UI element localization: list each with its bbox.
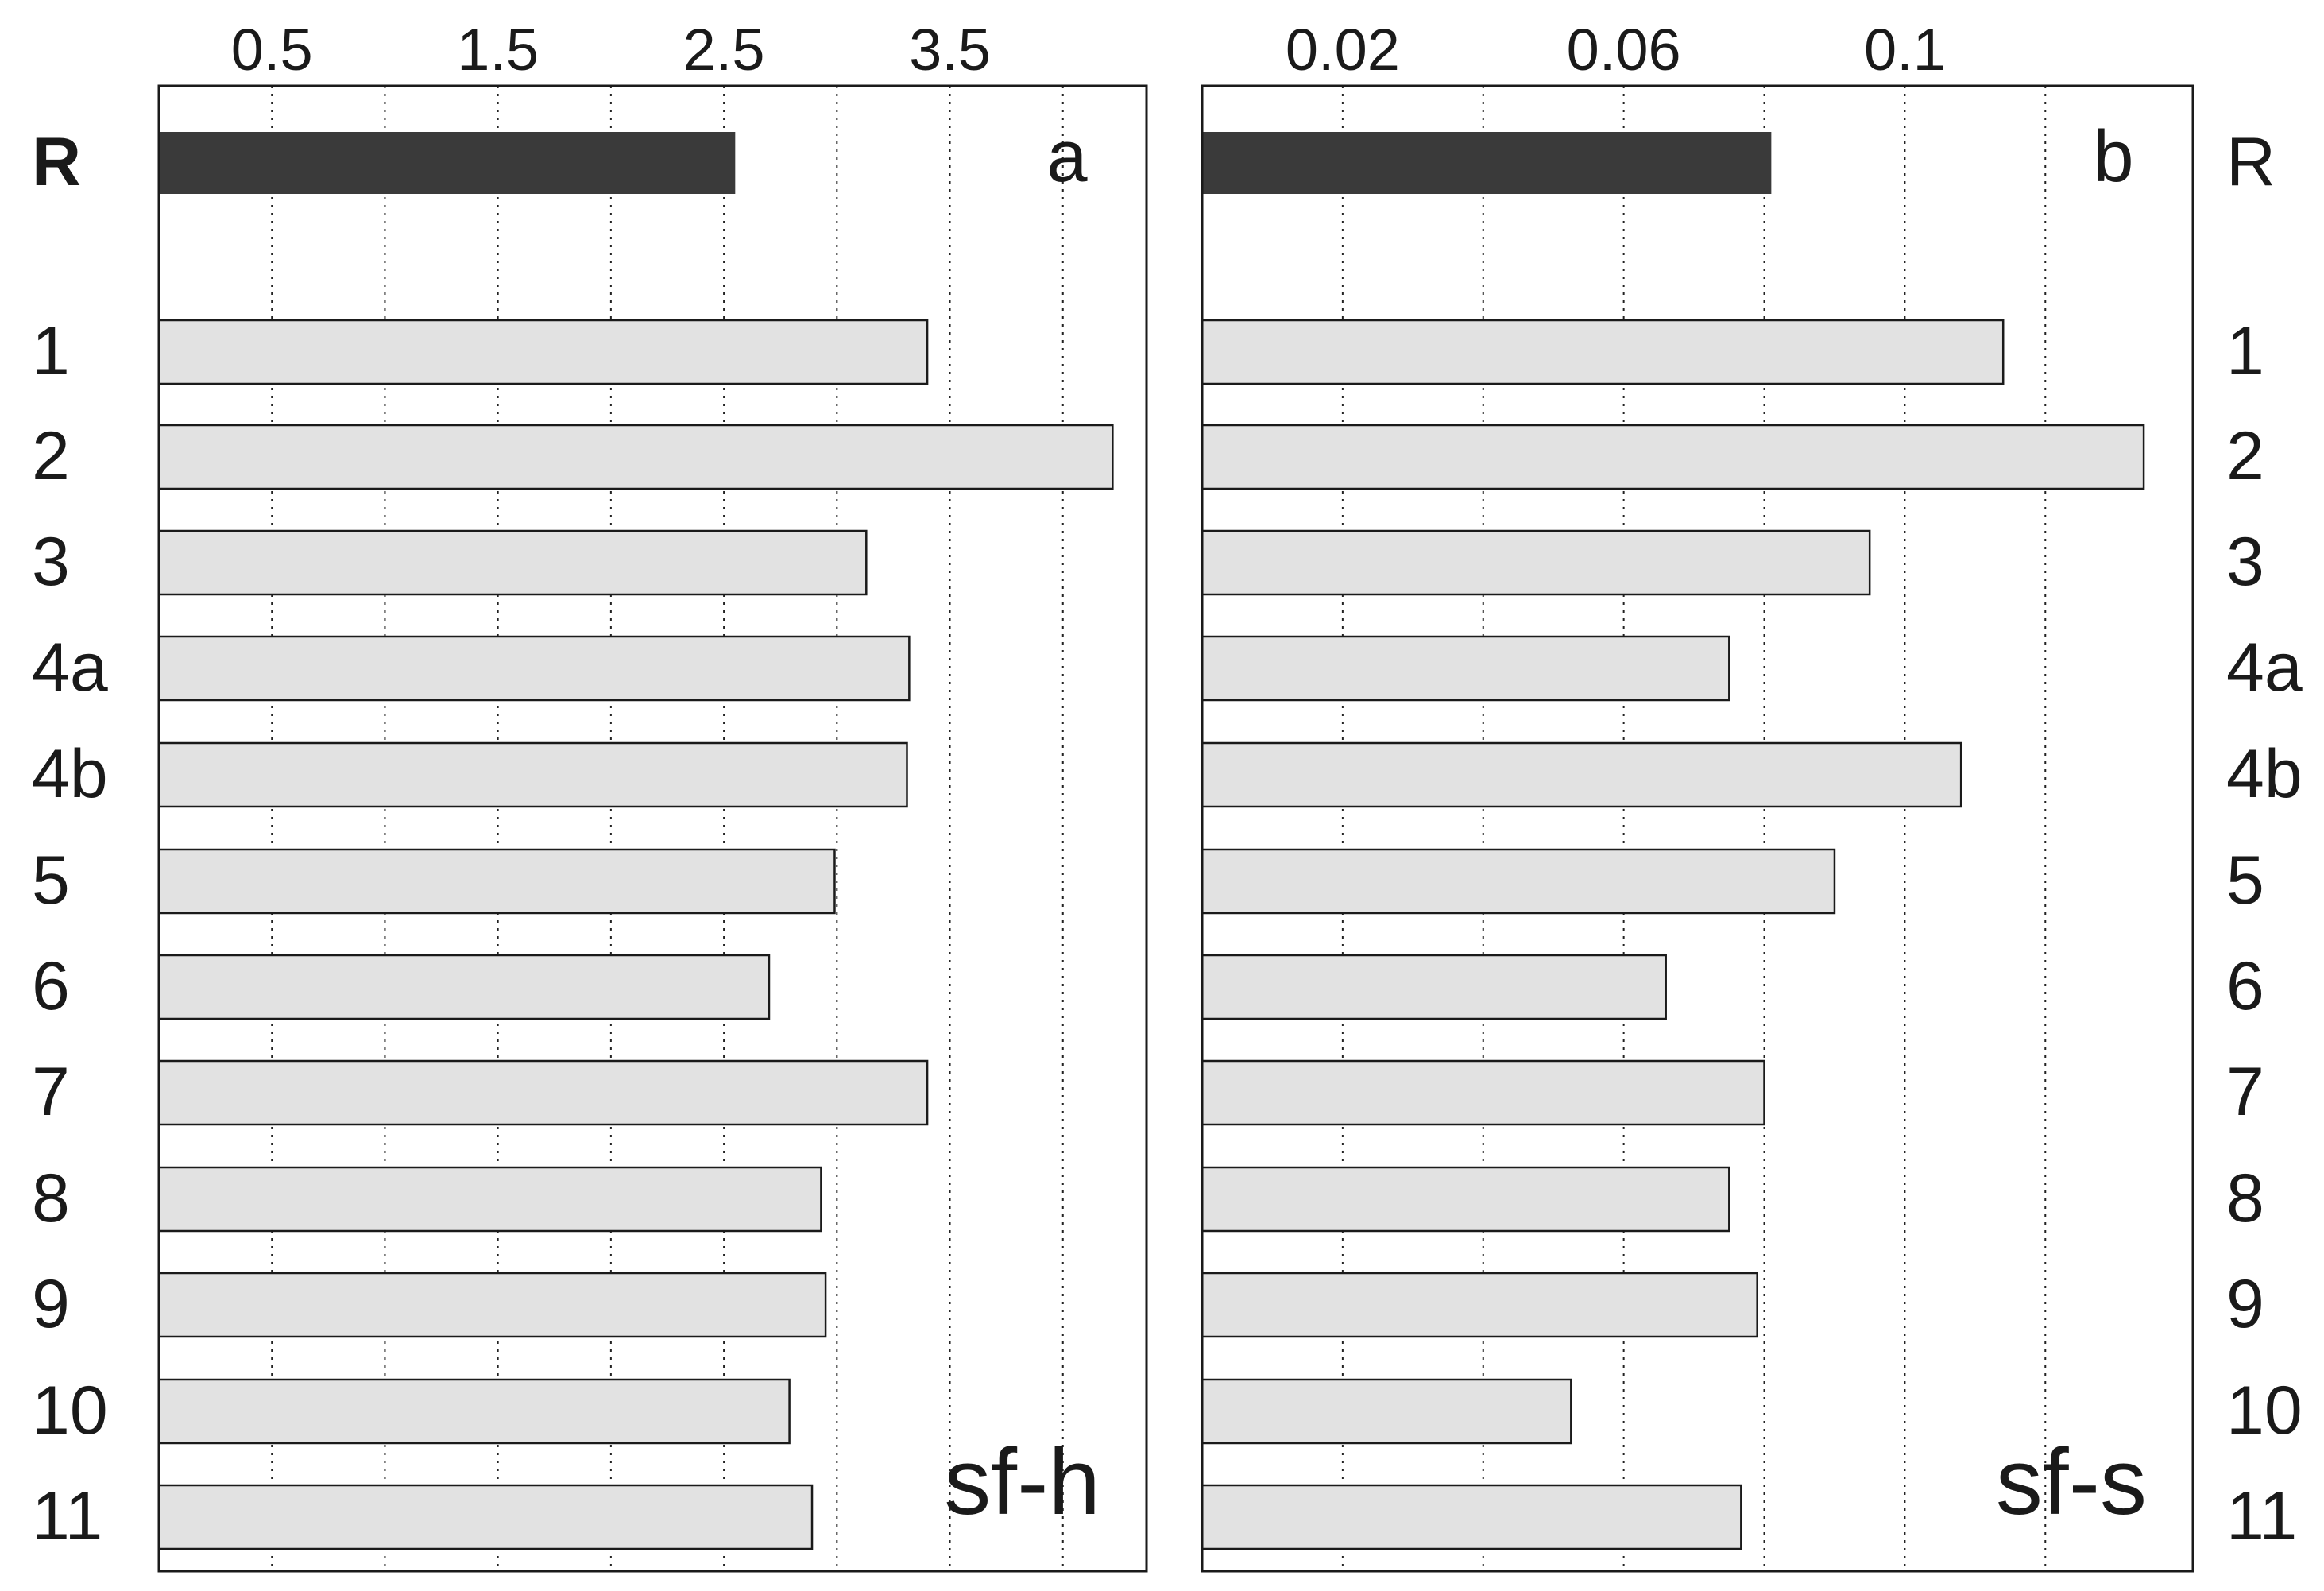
category-label: 10 xyxy=(2226,1372,2303,1449)
bar-3 xyxy=(1201,529,1871,596)
corner-label: sf-h xyxy=(944,1430,1100,1535)
bar-highlight-R xyxy=(159,132,736,194)
bar-7 xyxy=(1201,1059,1765,1126)
category-label: R xyxy=(32,124,81,200)
bar-3 xyxy=(157,529,868,596)
bar-4a xyxy=(1201,635,1730,702)
x-tick-label: 2.5 xyxy=(683,17,765,83)
category-label: 7 xyxy=(32,1054,70,1130)
x-tick-label: 0.1 xyxy=(1864,17,1946,83)
panel-a: 0.5 1.5 2.5 3.5 R 1 2 3 4a 4b 5 6 7 8 9 10 11 a sf-h xyxy=(32,17,1148,1573)
bar-8 xyxy=(1201,1166,1730,1233)
category-label: 5 xyxy=(32,842,70,919)
panel-label: b xyxy=(2093,116,2133,197)
category-label: 9 xyxy=(2226,1266,2264,1342)
bar-5 xyxy=(1201,848,1836,915)
bar-8 xyxy=(157,1166,822,1233)
category-label: 4a xyxy=(32,629,108,706)
category-label: 4b xyxy=(32,736,108,812)
bar-2 xyxy=(1201,424,2145,490)
corner-label: sf-s xyxy=(1996,1430,2147,1535)
category-label: 11 xyxy=(2226,1478,2297,1554)
bar-highlight-R xyxy=(1202,132,1772,194)
panel-label: a xyxy=(1046,116,1088,197)
x-tick-label: 3.5 xyxy=(909,17,991,83)
category-label: 11 xyxy=(32,1478,102,1554)
category-label: 4b xyxy=(2226,736,2303,812)
category-label: 1 xyxy=(2226,313,2264,389)
bar-2 xyxy=(157,424,1114,490)
bar-9 xyxy=(157,1272,827,1338)
bar-6 xyxy=(157,954,771,1020)
bar-4b xyxy=(157,741,908,808)
category-label: 6 xyxy=(2226,948,2264,1024)
bar-4b xyxy=(1201,741,1962,808)
plot-frame xyxy=(1201,84,2194,1573)
category-label: 10 xyxy=(32,1372,108,1449)
category-label: R xyxy=(2226,124,2276,200)
bar-7 xyxy=(157,1059,929,1126)
bar-1 xyxy=(1201,319,2005,385)
category-label: 6 xyxy=(32,948,70,1024)
category-label: 1 xyxy=(32,313,70,389)
bar-5 xyxy=(157,848,836,915)
category-label: 3 xyxy=(2226,524,2264,600)
x-tick-label: 0.02 xyxy=(1286,17,1400,83)
x-tick-label: 0.06 xyxy=(1567,17,1681,83)
category-label: 9 xyxy=(32,1266,70,1342)
bar-6 xyxy=(1201,954,1667,1020)
bar-1 xyxy=(157,319,929,385)
category-label: 8 xyxy=(32,1160,70,1237)
category-label: 4a xyxy=(2226,629,2303,706)
bar-11 xyxy=(1201,1484,1742,1550)
category-label: 5 xyxy=(2226,842,2264,919)
category-label: 8 xyxy=(2226,1160,2264,1237)
plot-frame xyxy=(157,84,1148,1573)
bar-10 xyxy=(1201,1378,1572,1445)
x-tick-label: 1.5 xyxy=(457,17,539,83)
category-label: 2 xyxy=(2226,418,2264,494)
bar-11 xyxy=(157,1484,814,1550)
panel-b: 0.02 0.06 0.1 R 1 2 3 4a 4b 5 6 7 8 9 10 11 b sf-s xyxy=(1201,17,2303,1573)
x-tick-label: 0.5 xyxy=(231,17,313,83)
category-label: 2 xyxy=(32,418,70,494)
bar-4a xyxy=(157,635,911,702)
category-label: 7 xyxy=(2226,1054,2264,1130)
bar-10 xyxy=(157,1378,791,1445)
category-label: 3 xyxy=(32,524,70,600)
bar-9 xyxy=(1201,1272,1758,1338)
